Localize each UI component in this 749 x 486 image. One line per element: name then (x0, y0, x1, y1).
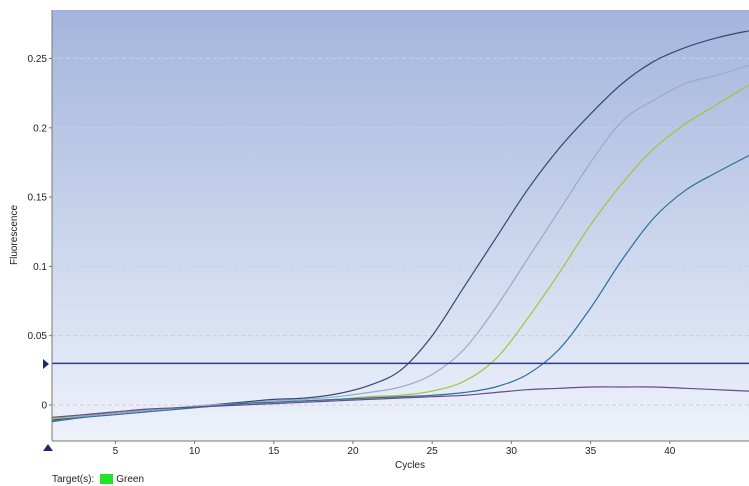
y-ticks: 0 0.05 0.1 0.15 0.2 0.25 (28, 54, 52, 411)
y-tick-label: 0.25 (28, 54, 48, 65)
x-tick-label: 20 (347, 446, 359, 457)
y-tick-label: 0.1 (33, 262, 47, 273)
y-tick-label: 0.15 (28, 193, 48, 204)
legend-entry-label: Green (116, 473, 145, 485)
x-tick-label: 40 (664, 446, 676, 457)
series-line-5 (51, 386, 749, 418)
x-tick-label: 5 (113, 446, 119, 457)
y-tick-label: 0.2 (33, 123, 47, 134)
y-tick-label: 0 (41, 400, 47, 411)
series-line-4 (51, 154, 749, 423)
legend: Target(s): Green (52, 472, 144, 486)
legend-swatch (100, 474, 114, 484)
x-tick-label: 30 (506, 446, 518, 457)
y-axis-title: Fluorescence (9, 205, 20, 265)
y-tick-label: 0.05 (28, 331, 48, 342)
series-layer (51, 30, 749, 423)
plot-background (52, 10, 749, 441)
x-axis-marker-icon[interactable] (43, 444, 53, 451)
legend-label: Target(s): (52, 473, 95, 485)
x-tick-label: 35 (585, 446, 597, 457)
x-tick-label: 25 (427, 446, 439, 457)
x-tick-label: 15 (268, 446, 280, 457)
x-ticks: 5 10 15 20 25 30 35 40 (113, 441, 676, 457)
threshold-handle-icon[interactable] (43, 359, 49, 369)
x-axis-title: Cycles (395, 460, 425, 471)
x-tick-label: 10 (189, 446, 201, 457)
